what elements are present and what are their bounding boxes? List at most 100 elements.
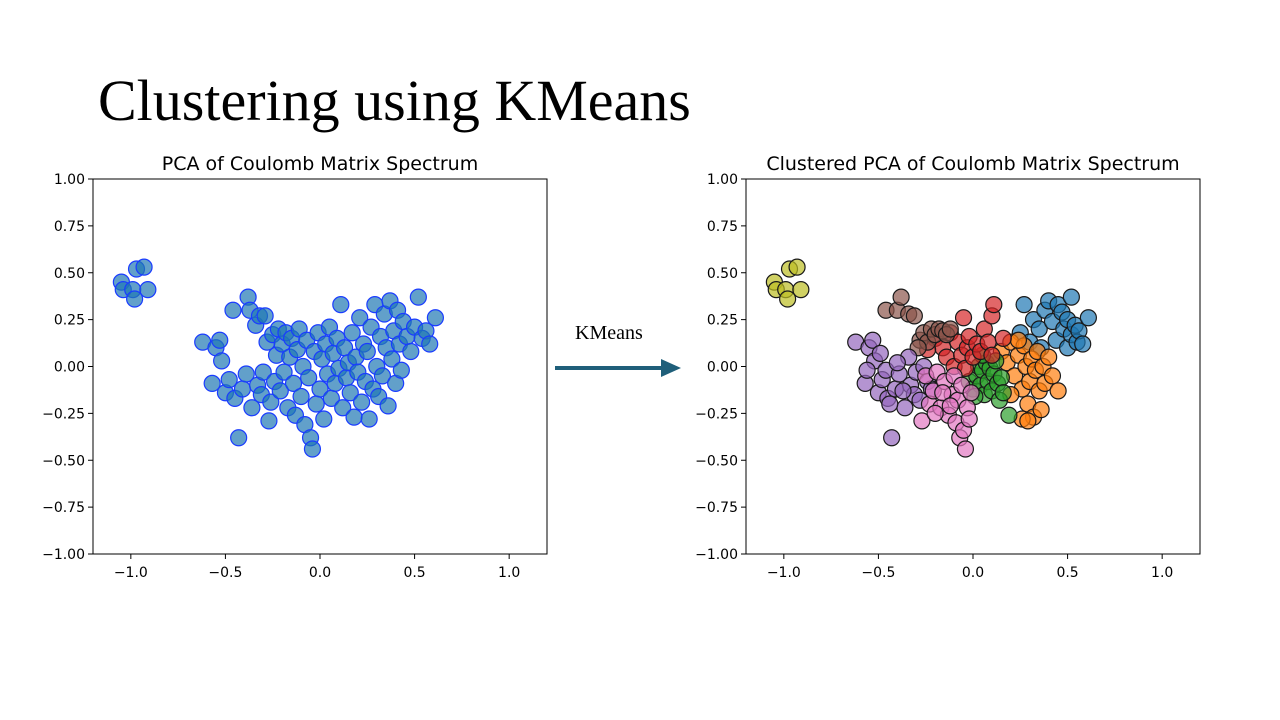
- scatter-point: [1058, 311, 1077, 329]
- scatter-point: [1032, 339, 1050, 357]
- scatter-point: [1047, 331, 1065, 349]
- scatter-point: [1043, 367, 1062, 385]
- scatter-point: [332, 296, 350, 314]
- scatter-point: [886, 380, 905, 398]
- scatter-point: [985, 365, 1003, 383]
- scatter-point: [920, 395, 939, 413]
- scatter-point: [315, 410, 333, 428]
- scatter-point: [373, 367, 392, 385]
- plot-frame: [745, 178, 1201, 555]
- scatter-point: [892, 288, 910, 306]
- scatter-point: [951, 429, 969, 447]
- scatter-point: [992, 342, 1010, 361]
- scatter-point: [1074, 335, 1092, 353]
- y-tick-label: 0.50: [707, 266, 738, 282]
- scatter-point: [1028, 342, 1046, 361]
- scatter-point: [1017, 357, 1035, 376]
- scatter-point: [992, 369, 1010, 387]
- scatter-point: [203, 374, 221, 392]
- scatter-point: [975, 320, 993, 338]
- x-tick-label: −0.5: [861, 565, 895, 581]
- scatter-point: [311, 380, 329, 398]
- scatter-point: [918, 341, 937, 359]
- scatter-point: [1000, 406, 1018, 424]
- scatter-point: [307, 395, 325, 413]
- scatter-point: [907, 363, 925, 381]
- y-tick-label: 0.25: [54, 313, 85, 329]
- x-tick-label: 0.0: [309, 565, 331, 581]
- scatter-point: [922, 320, 940, 338]
- scatter-point: [383, 350, 401, 368]
- chart-ticks: −1.0 −0.5 0.0 0.5 1.0 −1.00 −0.75 −0.50 −0.25 0.0…: [42, 172, 520, 581]
- scatter-point: [879, 389, 897, 407]
- scatter-point: [271, 382, 289, 400]
- scatter-point: [970, 357, 988, 376]
- scatter-point: [858, 361, 876, 379]
- y-tick-label: 1.00: [707, 172, 738, 188]
- scatter-point: [900, 305, 918, 323]
- scatter-point: [1040, 292, 1058, 310]
- scatter-point: [1021, 372, 1039, 391]
- scatter-point: [979, 333, 997, 351]
- scatter-point: [1024, 408, 1043, 426]
- scatter-point: [911, 391, 929, 409]
- scatter-point: [860, 339, 878, 357]
- scatter-point: [292, 387, 310, 406]
- scatter-point: [988, 374, 1007, 392]
- scatter-point: [877, 361, 895, 379]
- scatter-point: [1049, 382, 1067, 400]
- y-tick-label: −0.50: [42, 453, 85, 469]
- scatter-point: [905, 386, 923, 404]
- scatter-point: [985, 296, 1003, 314]
- scatter-point: [1006, 367, 1024, 385]
- scatter-point: [1034, 357, 1052, 376]
- scatter-point: [1043, 312, 1062, 331]
- scatter-point: [966, 387, 984, 406]
- x-tick-label: −1.0: [114, 565, 148, 581]
- scatter-point: [973, 346, 992, 364]
- scatter-point: [913, 412, 931, 430]
- scatter-point: [888, 354, 906, 372]
- scatter-point: [1058, 339, 1077, 357]
- scatter-point: [918, 333, 937, 351]
- scatter-point: [983, 382, 1001, 400]
- scatter-point: [953, 346, 971, 364]
- scatter-point: [788, 258, 806, 276]
- slide-title: Clustering using KMeans: [98, 68, 691, 133]
- scatter-point: [262, 393, 280, 411]
- scatter-point: [421, 335, 439, 353]
- scatter-point: [983, 307, 1001, 325]
- scatter-point: [864, 331, 882, 349]
- scatter-point: [960, 327, 978, 346]
- x-tick-label: 0.0: [962, 565, 984, 581]
- scatter-point: [1015, 296, 1033, 314]
- scatter-point: [926, 329, 944, 347]
- scatter-point: [392, 361, 410, 379]
- scatter-point: [353, 393, 371, 411]
- scatter-point: [949, 333, 967, 351]
- scatter-point: [979, 372, 997, 391]
- y-tick-label: 0.75: [707, 219, 738, 235]
- x-tick-label: 1.0: [498, 565, 520, 581]
- scatter-point: [1068, 333, 1086, 351]
- scatter-point: [1024, 311, 1043, 329]
- scatter-point: [937, 326, 956, 344]
- scatter-point: [926, 326, 944, 344]
- scatter-point: [379, 397, 397, 415]
- scatter-point: [1013, 410, 1031, 428]
- scatter-point: [224, 301, 242, 319]
- scatter-point: [968, 335, 986, 353]
- scatter-point: [934, 322, 952, 340]
- scatter-point: [937, 348, 956, 366]
- scatter-point: [856, 374, 874, 392]
- scatter-point: [932, 399, 950, 417]
- scatter-point: [777, 281, 795, 299]
- scatter-point: [139, 281, 157, 299]
- scatter-point: [871, 344, 889, 362]
- scatter-point: [220, 371, 238, 389]
- y-tick-label: 0.75: [54, 219, 85, 235]
- arrow-label: KMeans: [575, 322, 643, 344]
- scatter-point: [941, 324, 959, 342]
- scatter-point: [926, 404, 944, 422]
- scatter-point: [341, 384, 359, 402]
